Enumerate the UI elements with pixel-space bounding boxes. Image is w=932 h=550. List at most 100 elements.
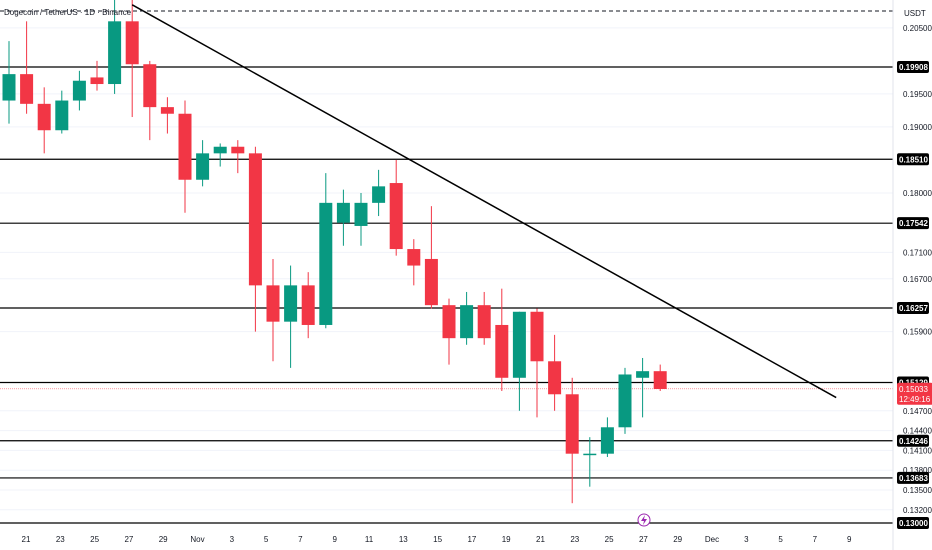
current-price-label: 0.15033: [899, 385, 928, 394]
candle[interactable]: [160, 97, 174, 134]
candle[interactable]: [530, 308, 544, 418]
y-tick-label: 0.14400: [903, 427, 932, 436]
candle[interactable]: [319, 173, 333, 329]
level-label: 0.18510: [899, 155, 928, 164]
candle-body: [424, 258, 438, 306]
candle-body: [618, 374, 632, 428]
candle-body: [512, 311, 526, 378]
countdown-label: 12:49:16: [899, 395, 931, 404]
candle-body: [336, 202, 350, 223]
x-tick-label: 19: [502, 535, 511, 544]
candle-body: [90, 77, 104, 85]
candle-body: [248, 153, 262, 286]
candle-body: [477, 305, 491, 339]
candle[interactable]: [72, 70, 86, 111]
x-tick-label: Dec: [705, 535, 719, 544]
candle[interactable]: [442, 298, 456, 365]
level-label: 0.13000: [899, 519, 928, 528]
candle-body: [20, 74, 34, 104]
candle-body: [372, 186, 386, 203]
candle[interactable]: [512, 311, 526, 411]
level-badge: [897, 434, 929, 447]
candle[interactable]: [231, 140, 245, 174]
x-tick-label: 29: [673, 535, 682, 544]
level-badge: [897, 517, 929, 529]
candle[interactable]: [196, 140, 210, 187]
candle[interactable]: [495, 288, 509, 391]
y-tick-label: 0.17100: [903, 248, 932, 257]
candle-body: [319, 202, 333, 325]
level-badge: [897, 217, 929, 230]
level-badge: [897, 471, 929, 484]
candle-body: [600, 427, 614, 454]
x-tick-label: 3: [230, 535, 235, 544]
candle[interactable]: [301, 272, 315, 339]
y-tick-label: 0.14100: [903, 446, 932, 455]
y-tick-label: 0.15900: [903, 328, 932, 337]
candle-body: [354, 202, 368, 226]
candle[interactable]: [125, 0, 139, 118]
x-tick-label: 7: [813, 535, 818, 544]
candle[interactable]: [653, 364, 667, 391]
candle[interactable]: [266, 258, 280, 362]
candle[interactable]: [372, 169, 386, 217]
candle[interactable]: [354, 192, 368, 246]
candle-body: [2, 74, 16, 101]
candle-body: [301, 285, 315, 325]
candle[interactable]: [424, 206, 438, 309]
descending-trendline[interactable]: [131, 4, 837, 399]
candle[interactable]: [2, 41, 16, 124]
candle[interactable]: [565, 377, 579, 504]
candle[interactable]: [213, 143, 227, 167]
candle[interactable]: [143, 60, 157, 141]
candle[interactable]: [37, 87, 51, 154]
candle[interactable]: [548, 334, 562, 411]
candle[interactable]: [583, 437, 597, 487]
candle-body: [636, 371, 650, 378]
x-tick-label: 5: [264, 535, 269, 544]
candle-body: [548, 361, 562, 395]
candle-body: [213, 146, 227, 154]
x-tick-label: 25: [90, 535, 99, 544]
candle[interactable]: [336, 189, 350, 246]
y-tick-label: 0.13200: [903, 506, 932, 515]
candle[interactable]: [20, 21, 34, 114]
candle-body: [37, 103, 51, 131]
x-tick-label: 3: [744, 535, 749, 544]
x-tick-label: 11: [365, 535, 374, 544]
x-tick-label: 23: [570, 535, 579, 544]
x-tick-label: 21: [536, 535, 545, 544]
candle[interactable]: [618, 367, 632, 434]
current-price-badge: 0.15033 12:49:16: [897, 382, 932, 405]
candle-body: [442, 305, 456, 339]
y-tick-label: 0.13500: [903, 486, 932, 495]
candle-body: [108, 21, 122, 85]
candle-body: [231, 146, 245, 154]
y-tick-label: 0.14700: [903, 407, 932, 416]
candle[interactable]: [55, 90, 69, 134]
candle[interactable]: [248, 146, 262, 332]
candle[interactable]: [460, 291, 474, 345]
candle[interactable]: [477, 291, 491, 345]
candle[interactable]: [600, 417, 614, 457]
x-tick-label: 9: [847, 535, 852, 544]
candle-body: [178, 113, 192, 180]
level-badge: [897, 153, 929, 166]
y-tick-label: 0.13800: [903, 466, 932, 475]
candle[interactable]: [284, 265, 298, 368]
price-axis: USDT 0.20500 0.19500 0.19000 0.18000 0.17100…: [892, 0, 932, 550]
currency-label: USDT: [904, 9, 926, 18]
level-label: 0.14246: [899, 437, 928, 446]
candle[interactable]: [389, 159, 403, 256]
candle[interactable]: [407, 239, 421, 286]
candle-body: [284, 285, 298, 322]
candle[interactable]: [636, 357, 650, 418]
candle-body: [583, 453, 597, 456]
level-badge: [897, 302, 929, 315]
candle-body: [266, 285, 280, 322]
candle[interactable]: [90, 60, 104, 91]
x-tick-label: 9: [332, 535, 337, 544]
candle[interactable]: [178, 100, 192, 213]
lightning-event-icon[interactable]: [637, 513, 651, 527]
